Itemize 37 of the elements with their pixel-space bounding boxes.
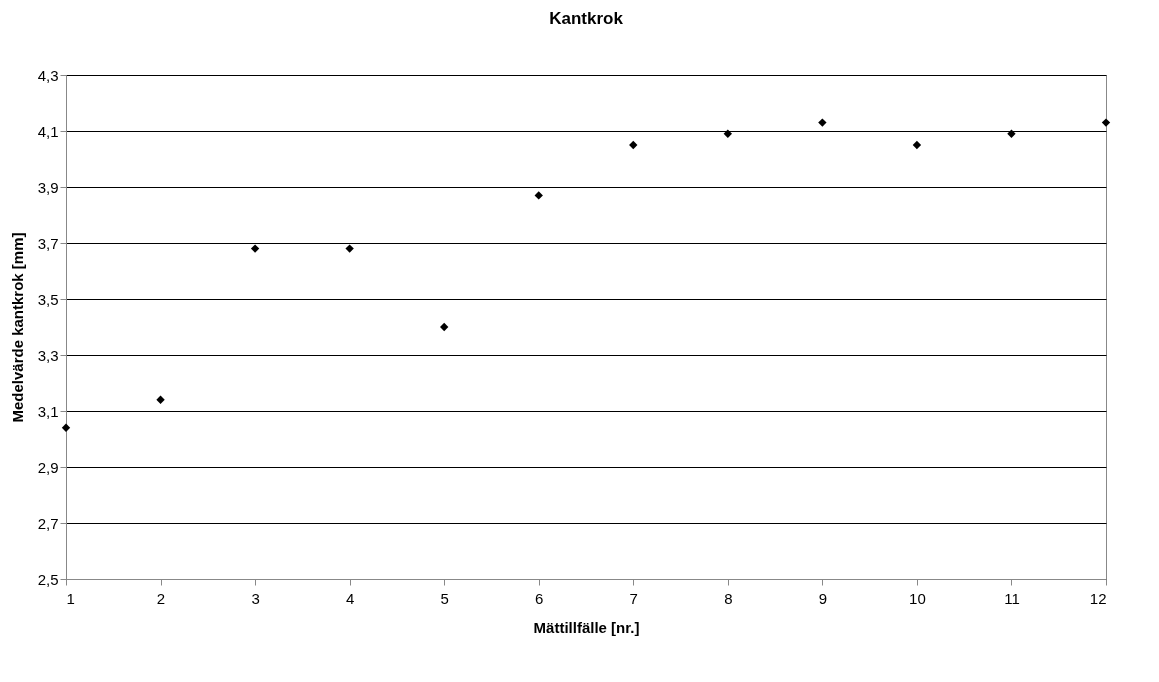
point [345, 244, 354, 253]
x-tick-label: 3 [251, 589, 260, 607]
y-tick-label: 2,5 [37, 570, 59, 588]
y-tick-label: 3,3 [37, 346, 59, 364]
point [534, 191, 543, 200]
point [912, 140, 922, 150]
point [818, 118, 827, 127]
x-tick-label: 11 [1004, 589, 1020, 607]
y-tick-label: 4,3 [37, 66, 59, 84]
point [723, 129, 732, 138]
x-tick-label: 10 [909, 589, 926, 607]
y-tick-label: 3,1 [37, 402, 59, 420]
point [440, 322, 449, 332]
x-tick-label: 1 [66, 589, 75, 607]
point [156, 395, 165, 404]
point [1101, 118, 1111, 127]
y-axis-title: Medelvärde kantkrok [mm] [8, 232, 26, 423]
point [629, 140, 638, 150]
point [1007, 129, 1016, 138]
y-tick-label: 2,7 [37, 514, 59, 532]
y-tick-label: 3,5 [37, 290, 59, 308]
chart-title: Kantkrok [549, 9, 624, 28]
x-tick-label: 2 [156, 589, 166, 607]
x-axis-title: Mättillfälle [nr.] [533, 618, 640, 636]
point [61, 423, 71, 432]
x-tick-label: 4 [345, 589, 355, 607]
x-tick-label: 7 [629, 589, 638, 607]
x-tick-label: 12 [1089, 589, 1107, 607]
point [250, 244, 260, 253]
x-tick-label: 8 [724, 589, 733, 607]
y-tick-label: 4,1 [37, 122, 59, 140]
y-tick-label: 3,9 [37, 178, 59, 196]
x-tick-label: 9 [818, 589, 828, 607]
x-tick-label: 6 [535, 589, 544, 607]
y-tick-label: 2,9 [37, 458, 59, 476]
x-tick-label: 5 [440, 589, 449, 607]
y-tick-label: 3,7 [37, 234, 59, 252]
